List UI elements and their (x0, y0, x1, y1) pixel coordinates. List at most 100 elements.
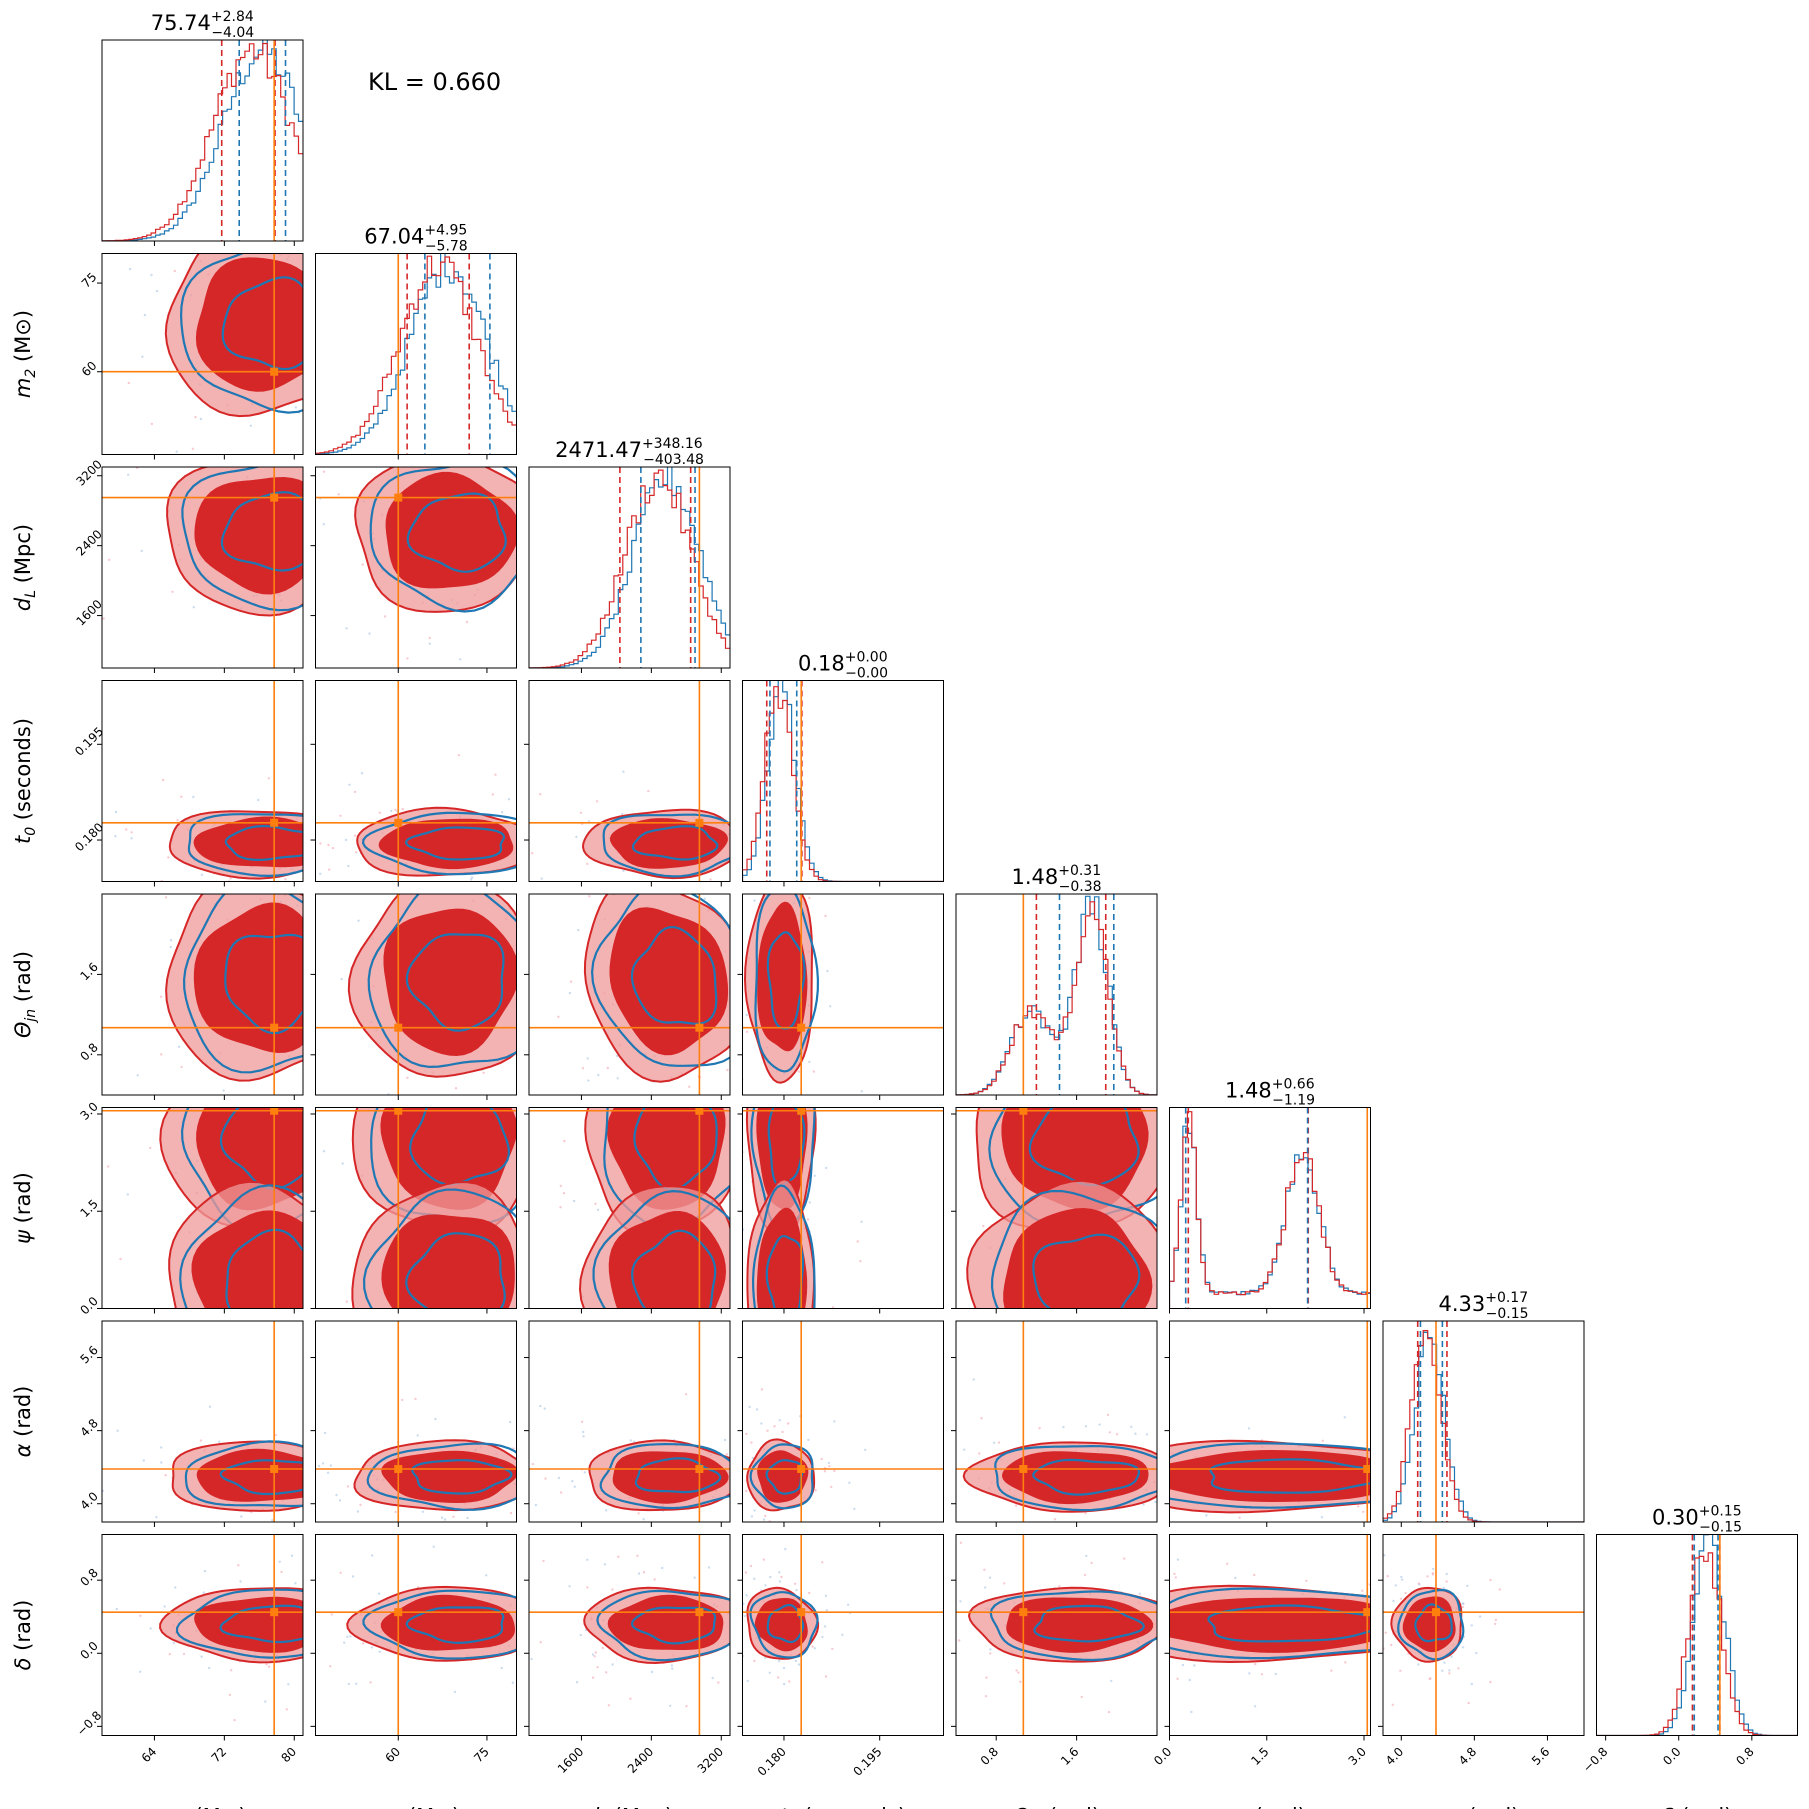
sample-point (561, 929, 563, 931)
sample-point (989, 1516, 991, 1518)
sample-point (377, 1686, 379, 1688)
sample-point (601, 1081, 603, 1083)
sample-point (363, 1675, 365, 1677)
sample-point (350, 1392, 352, 1394)
sample-point (294, 1582, 297, 1585)
sample-point (561, 801, 563, 803)
sample-point (1254, 1662, 1257, 1666)
sample-point (431, 447, 433, 449)
sample-point (1394, 1584, 1398, 1587)
sample-point (1400, 1578, 1404, 1581)
sample-point (261, 891, 263, 893)
sample-point (571, 1480, 574, 1483)
sample-point (732, 1648, 734, 1650)
sample-point (291, 1069, 293, 1071)
sample-point (764, 1419, 766, 1421)
sample-point (853, 1507, 856, 1511)
sample-point (559, 1491, 563, 1494)
sample-point (277, 1408, 279, 1410)
sample-point (304, 1437, 306, 1439)
sample-point (763, 884, 765, 886)
sample-point (988, 1576, 992, 1579)
sample-point (327, 896, 329, 898)
sample-point (543, 1407, 546, 1410)
contour-outer-blue (751, 1184, 816, 1309)
sample-point (560, 835, 562, 837)
sample-point (157, 996, 159, 998)
sample-point (328, 700, 330, 702)
sample-point (1330, 1669, 1333, 1672)
sample-point (394, 808, 397, 812)
sample-point (351, 846, 353, 848)
axis-symbol: m (158, 1805, 178, 1809)
sample-point (406, 1076, 409, 1080)
sample-point (327, 843, 330, 847)
histogram-blue (529, 467, 730, 668)
sample-point (434, 1417, 437, 1421)
sample-point (328, 868, 331, 871)
sample-point (524, 1600, 526, 1602)
sample-point (323, 1431, 327, 1435)
sample-point (828, 1465, 831, 1468)
truth-marker (695, 818, 704, 827)
sample-point (948, 1485, 950, 1487)
sample-point (771, 1310, 773, 1312)
sample-point (740, 1676, 742, 1678)
sample-point (1236, 1127, 1238, 1129)
summary-title: 0.30+0.15 −0.15 (1652, 1504, 1742, 1536)
sample-point (459, 658, 462, 661)
sample-point (325, 1552, 327, 1554)
contour-outer-blue (182, 894, 303, 1074)
sample-point (366, 934, 368, 936)
sample-point (523, 1563, 525, 1565)
sample-point (769, 883, 771, 885)
contour-inner-blue (405, 933, 505, 1032)
sample-point (168, 1653, 171, 1656)
sample-point (756, 874, 758, 876)
sample-point (629, 1697, 632, 1700)
contour-inner-blue (631, 825, 719, 861)
sample-point (414, 1397, 417, 1401)
contour-inner-blue (225, 1228, 303, 1309)
sample-point (759, 1394, 761, 1396)
sample-point (577, 928, 580, 932)
contour-panel-dL-t0 (524, 680, 771, 887)
sample-point (1098, 1423, 1101, 1426)
sample-point (160, 1446, 163, 1449)
contour-panel-m1-alpha: 4.0 4.8 5.6 (77, 1320, 306, 1527)
contour-inner-red (380, 1594, 516, 1651)
sample-point (1188, 1678, 1191, 1682)
sample-point (622, 770, 625, 773)
sample-point (721, 1091, 723, 1093)
sample-point (1163, 1492, 1165, 1494)
sample-point (1180, 1176, 1182, 1178)
sample-point (347, 877, 349, 879)
sample-point (1198, 1269, 1200, 1271)
sample-point (876, 1362, 878, 1364)
sample-point (825, 1166, 828, 1170)
sample-point (748, 875, 750, 877)
sample-point (764, 1514, 767, 1518)
sample-point (355, 851, 358, 854)
sample-point (735, 1179, 737, 1181)
sample-point (507, 798, 511, 801)
sample-point (562, 1191, 566, 1195)
sample-point (827, 1510, 829, 1512)
contour-inner-blue (767, 1107, 806, 1188)
contour-outer-blue (749, 1443, 814, 1510)
contour-outer-blue (175, 1588, 303, 1659)
sample-point (812, 1070, 816, 1073)
x-axis-label-delta: δ (rad) (1662, 1805, 1733, 1809)
sample-point (253, 697, 255, 699)
sample-point (149, 1146, 152, 1150)
sample-point (160, 1053, 163, 1056)
sample-point (767, 1676, 769, 1678)
panel-frame (315, 466, 517, 669)
sample-point (169, 945, 172, 949)
sample-point (401, 807, 404, 811)
sample-point (720, 1336, 722, 1338)
truth-marker (1019, 1608, 1028, 1617)
sample-point (520, 701, 522, 703)
sample-point (594, 1651, 597, 1654)
sample-point (332, 1238, 334, 1240)
